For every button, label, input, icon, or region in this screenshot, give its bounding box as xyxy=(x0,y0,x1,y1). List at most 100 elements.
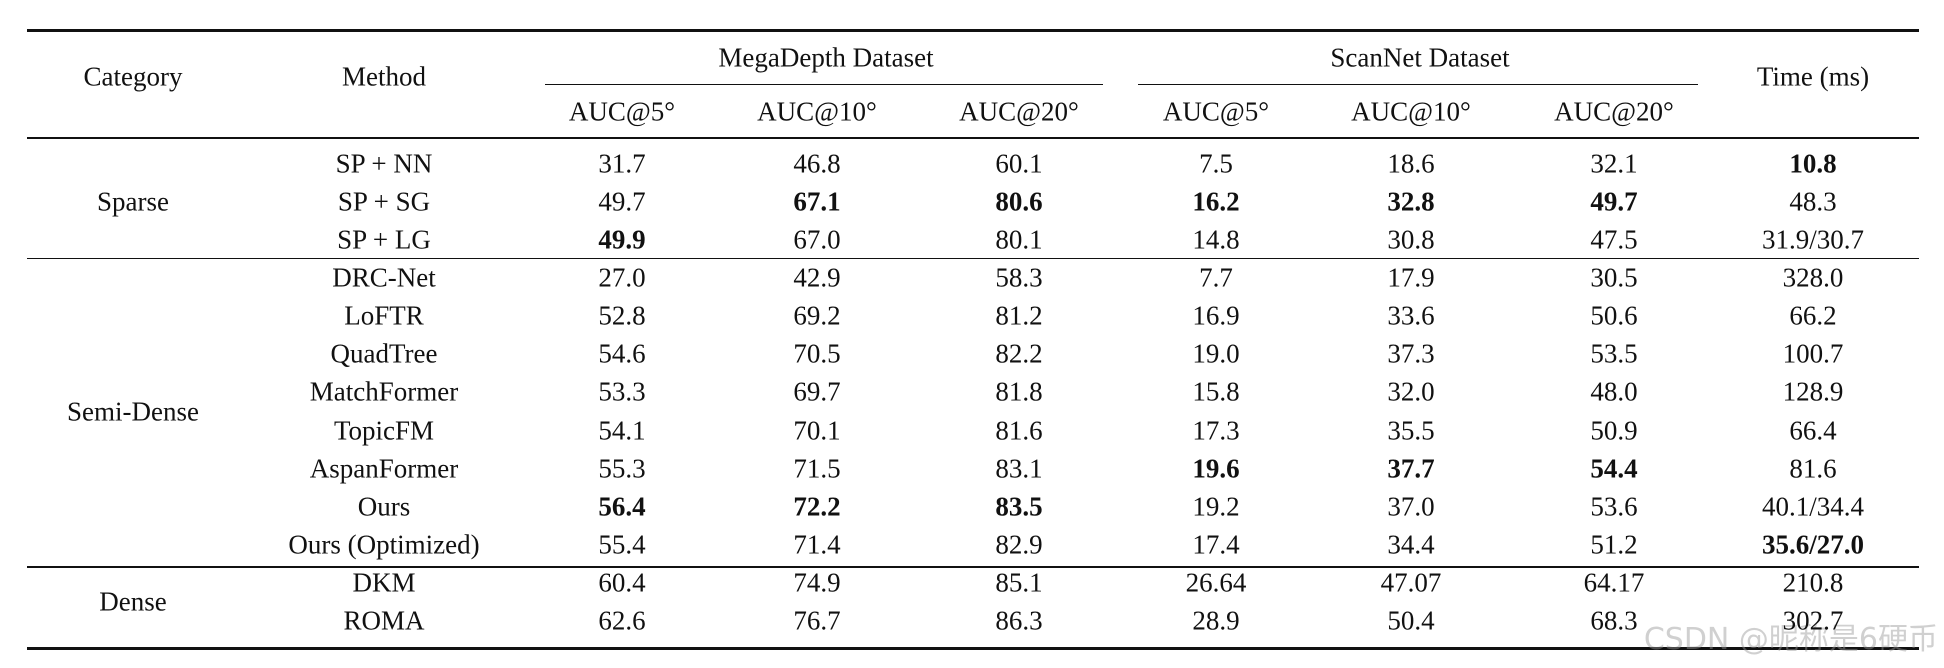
data-cell: 80.6 xyxy=(995,186,1043,217)
data-cell: 37.0 xyxy=(1387,491,1435,522)
data-cell: 302.7 xyxy=(1782,605,1844,636)
method-cell: MatchFormer xyxy=(309,376,459,407)
data-cell: 71.4 xyxy=(793,529,841,560)
data-cell: 83.5 xyxy=(995,491,1043,522)
data-cell: 56.4 xyxy=(598,491,646,522)
data-cell: 19.0 xyxy=(1192,338,1240,369)
data-cell: 33.6 xyxy=(1387,300,1435,331)
data-cell: 54.6 xyxy=(598,338,646,369)
data-cell: 17.3 xyxy=(1192,415,1240,446)
data-cell: 30.5 xyxy=(1590,262,1638,293)
method-cell: SP + SG xyxy=(337,186,431,217)
data-cell: 55.3 xyxy=(598,453,646,484)
data-cell: 76.7 xyxy=(793,605,841,636)
data-cell: 85.1 xyxy=(995,567,1043,598)
group-header: MegaDepth Dataset xyxy=(718,42,934,73)
data-cell: 31.7 xyxy=(598,148,646,179)
data-cell: 26.64 xyxy=(1185,567,1247,598)
column-header: AUC@5° xyxy=(1162,96,1270,127)
data-cell: 81.6 xyxy=(995,415,1043,446)
data-cell: 28.9 xyxy=(1192,605,1240,636)
data-cell: 71.5 xyxy=(793,453,841,484)
bottom-rule xyxy=(27,647,1919,650)
data-cell: 67.0 xyxy=(793,224,841,255)
data-cell: 17.4 xyxy=(1192,529,1240,560)
category-cell: Dense xyxy=(99,586,167,617)
data-cell: 50.6 xyxy=(1590,300,1638,331)
method-cell: TopicFM xyxy=(333,415,435,446)
data-cell: 86.3 xyxy=(995,605,1043,636)
method-cell: Ours (Optimized) xyxy=(288,529,480,560)
data-cell: 49.7 xyxy=(598,186,646,217)
data-cell: 48.3 xyxy=(1789,186,1837,217)
column-header: AUC@5° xyxy=(568,96,676,127)
data-cell: 32.0 xyxy=(1387,376,1435,407)
data-cell: 64.17 xyxy=(1583,567,1645,598)
data-cell: 128.9 xyxy=(1782,376,1844,407)
data-cell: 17.9 xyxy=(1387,262,1435,293)
data-cell: 70.5 xyxy=(793,338,841,369)
column-header: AUC@20° xyxy=(959,96,1079,127)
data-cell: 62.6 xyxy=(598,605,646,636)
data-cell: 37.7 xyxy=(1387,453,1435,484)
method-cell: AspanFormer xyxy=(309,453,459,484)
data-cell: 15.8 xyxy=(1192,376,1240,407)
method-cell: DRC-Net xyxy=(332,262,436,293)
data-cell: 19.6 xyxy=(1192,453,1240,484)
data-cell: 27.0 xyxy=(598,262,646,293)
data-cell: 83.1 xyxy=(995,453,1043,484)
data-cell: 60.4 xyxy=(598,567,646,598)
data-cell: 14.8 xyxy=(1192,224,1240,255)
data-cell: 52.8 xyxy=(598,300,646,331)
column-header: AUC@10° xyxy=(757,96,877,127)
data-cell: 7.5 xyxy=(1199,148,1233,179)
data-cell: 47.5 xyxy=(1590,224,1638,255)
data-cell: 32.8 xyxy=(1387,186,1435,217)
data-cell: 18.6 xyxy=(1387,148,1435,179)
data-cell: 19.2 xyxy=(1192,491,1240,522)
data-cell: 16.9 xyxy=(1192,300,1240,331)
section-rule xyxy=(27,258,1919,259)
data-cell: 55.4 xyxy=(598,529,646,560)
data-cell: 50.4 xyxy=(1387,605,1435,636)
data-cell: 67.1 xyxy=(793,186,841,217)
data-cell: 47.07 xyxy=(1380,567,1442,598)
data-cell: 72.2 xyxy=(793,491,841,522)
method-cell: SP + NN xyxy=(335,148,433,179)
data-cell: 80.1 xyxy=(995,224,1043,255)
data-cell: 58.3 xyxy=(995,262,1043,293)
data-cell: 82.9 xyxy=(995,529,1043,560)
data-cell: 53.5 xyxy=(1590,338,1638,369)
data-cell: 32.1 xyxy=(1590,148,1638,179)
data-cell: 54.1 xyxy=(598,415,646,446)
data-cell: 100.7 xyxy=(1782,338,1844,369)
method-cell: SP + LG xyxy=(337,224,431,255)
data-cell: 66.4 xyxy=(1789,415,1837,446)
group-header: ScanNet Dataset xyxy=(1330,42,1510,73)
data-cell: 34.4 xyxy=(1387,529,1435,560)
data-cell: 35.5 xyxy=(1387,415,1435,446)
data-cell: 81.2 xyxy=(995,300,1043,331)
data-cell: 7.7 xyxy=(1199,262,1233,293)
category-cell: Semi-Dense xyxy=(67,396,199,427)
data-cell: 40.1/34.4 xyxy=(1761,491,1865,522)
data-cell: 68.3 xyxy=(1590,605,1638,636)
method-cell: Ours xyxy=(357,491,411,522)
method-cell: LoFTR xyxy=(344,300,424,331)
header-cell: Method xyxy=(342,61,426,92)
method-cell: ROMA xyxy=(343,605,425,636)
data-cell: 69.7 xyxy=(793,376,841,407)
method-cell: QuadTree xyxy=(330,338,438,369)
data-cell: 66.2 xyxy=(1789,300,1837,331)
data-cell: 53.6 xyxy=(1590,491,1638,522)
data-cell: 16.2 xyxy=(1192,186,1240,217)
header-cell: Category xyxy=(83,61,183,92)
top-rule xyxy=(27,29,1919,32)
category-cell: Sparse xyxy=(97,186,169,217)
data-cell: 48.0 xyxy=(1590,376,1638,407)
header-cell: Time (ms) xyxy=(1756,61,1870,92)
data-cell: 54.4 xyxy=(1590,453,1638,484)
group-rule xyxy=(1138,84,1698,85)
data-cell: 37.3 xyxy=(1387,338,1435,369)
